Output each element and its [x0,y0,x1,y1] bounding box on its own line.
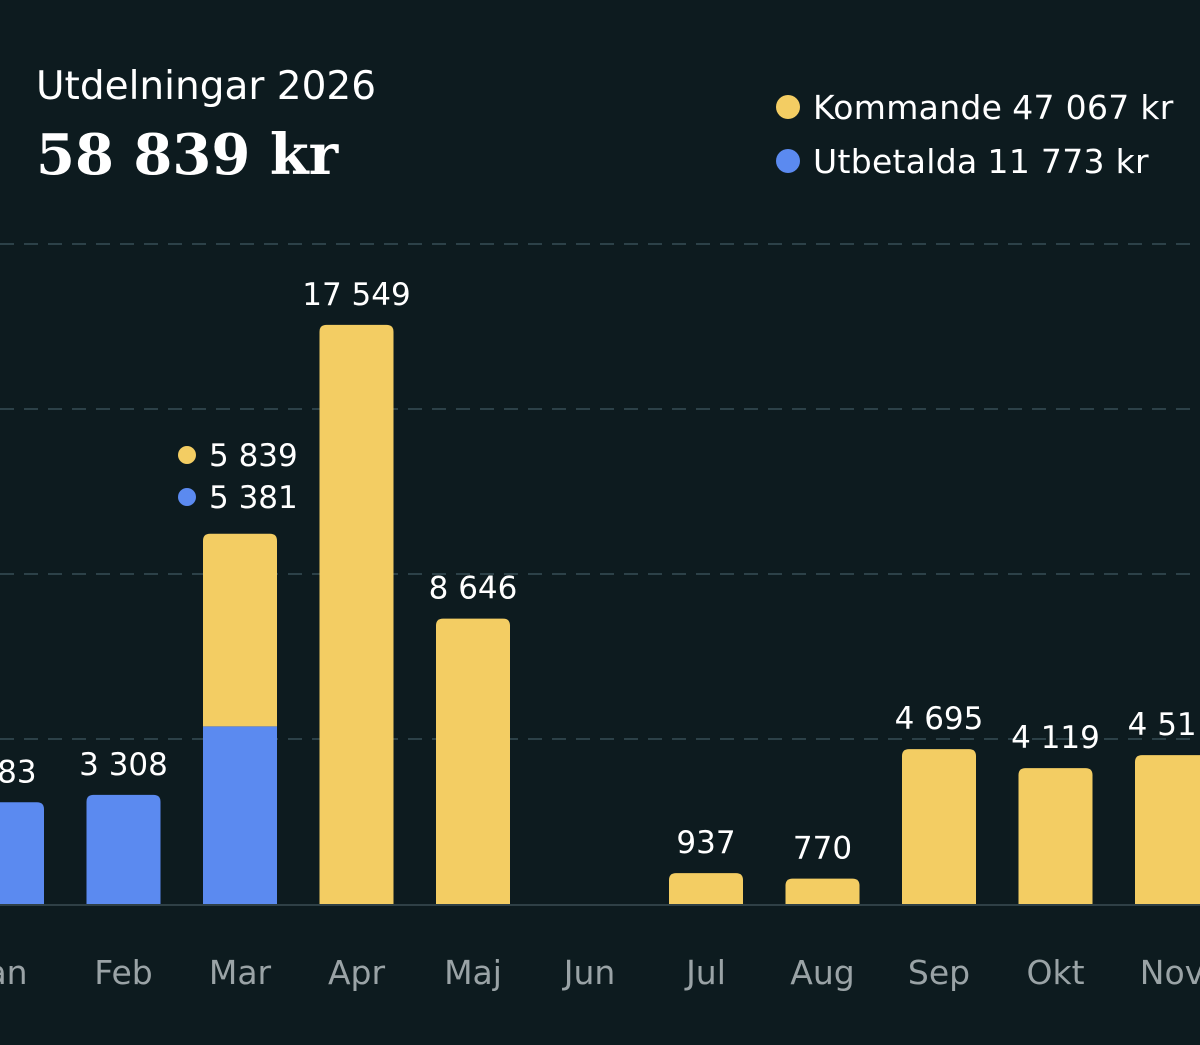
stack-dot-kommande [178,446,196,464]
data-label-okt: 4 119 [1011,720,1100,756]
x-tick-okt: Okt [1026,953,1084,992]
data-label-sep: 4 695 [895,701,984,737]
x-tick-mar: Mar [209,953,272,992]
data-label-aug: 770 [793,831,852,867]
stack-label-utbetalda: 5 381 [209,480,298,516]
bar-sep-kommande[interactable] [902,749,976,904]
x-tick-maj: Maj [444,953,502,992]
x-tick-feb: Feb [94,953,152,992]
data-label-apr: 17 549 [302,277,410,313]
bar-mar-kommande[interactable] [203,533,277,727]
x-tick-apr: Apr [328,953,386,992]
bar-mar-utbetalda[interactable] [203,726,277,904]
data-label-jul: 937 [676,825,735,861]
bar-jan-utbetalda[interactable] [0,802,44,904]
x-tick-jun: Jun [562,953,616,992]
bar-apr-kommande[interactable] [319,324,394,904]
legend-label-utbetalda: Utbetalda [813,141,978,181]
legend-dot-kommande [776,95,800,119]
x-tick-aug: Aug [790,953,854,992]
x-tick-sep: Sep [908,953,970,992]
bar-jul-kommande[interactable] [669,873,743,904]
total-amount: 58 839 kr [36,122,339,188]
legend-value-utbetalda: 11 773 kr [987,141,1149,181]
legend: Kommande 47 067 kr Utbetalda 11 773 kr [776,80,1174,188]
legend-label-kommande: Kommande [813,87,1003,127]
legend-item-kommande[interactable]: Kommande 47 067 kr [776,80,1174,134]
stack-label-kommande: 5 839 [209,438,298,474]
bar-nov-kommande[interactable] [1135,755,1200,904]
x-tick-jan: an [0,953,28,992]
bar-feb-utbetalda[interactable] [86,794,161,904]
data-label-nov: 4 511 [1128,707,1200,743]
data-label-maj: 8 646 [429,571,518,607]
x-tick-jul: Jul [684,953,726,992]
bar-aug-kommande[interactable] [785,878,860,904]
data-label-jan: 083 [0,754,37,790]
bar-okt-kommande[interactable] [1018,768,1093,904]
stack-dot-utbetalda [178,488,196,506]
x-tick-nov: Nov [1140,953,1200,992]
legend-dot-utbetalda [776,149,800,173]
legend-value-kommande: 47 067 kr [1012,87,1174,127]
chart-title: Utdelningar 2026 [36,64,377,109]
legend-item-utbetalda[interactable]: Utbetalda 11 773 kr [776,134,1174,188]
data-label-feb: 3 308 [79,747,168,783]
bar-maj-kommande[interactable] [436,618,510,904]
